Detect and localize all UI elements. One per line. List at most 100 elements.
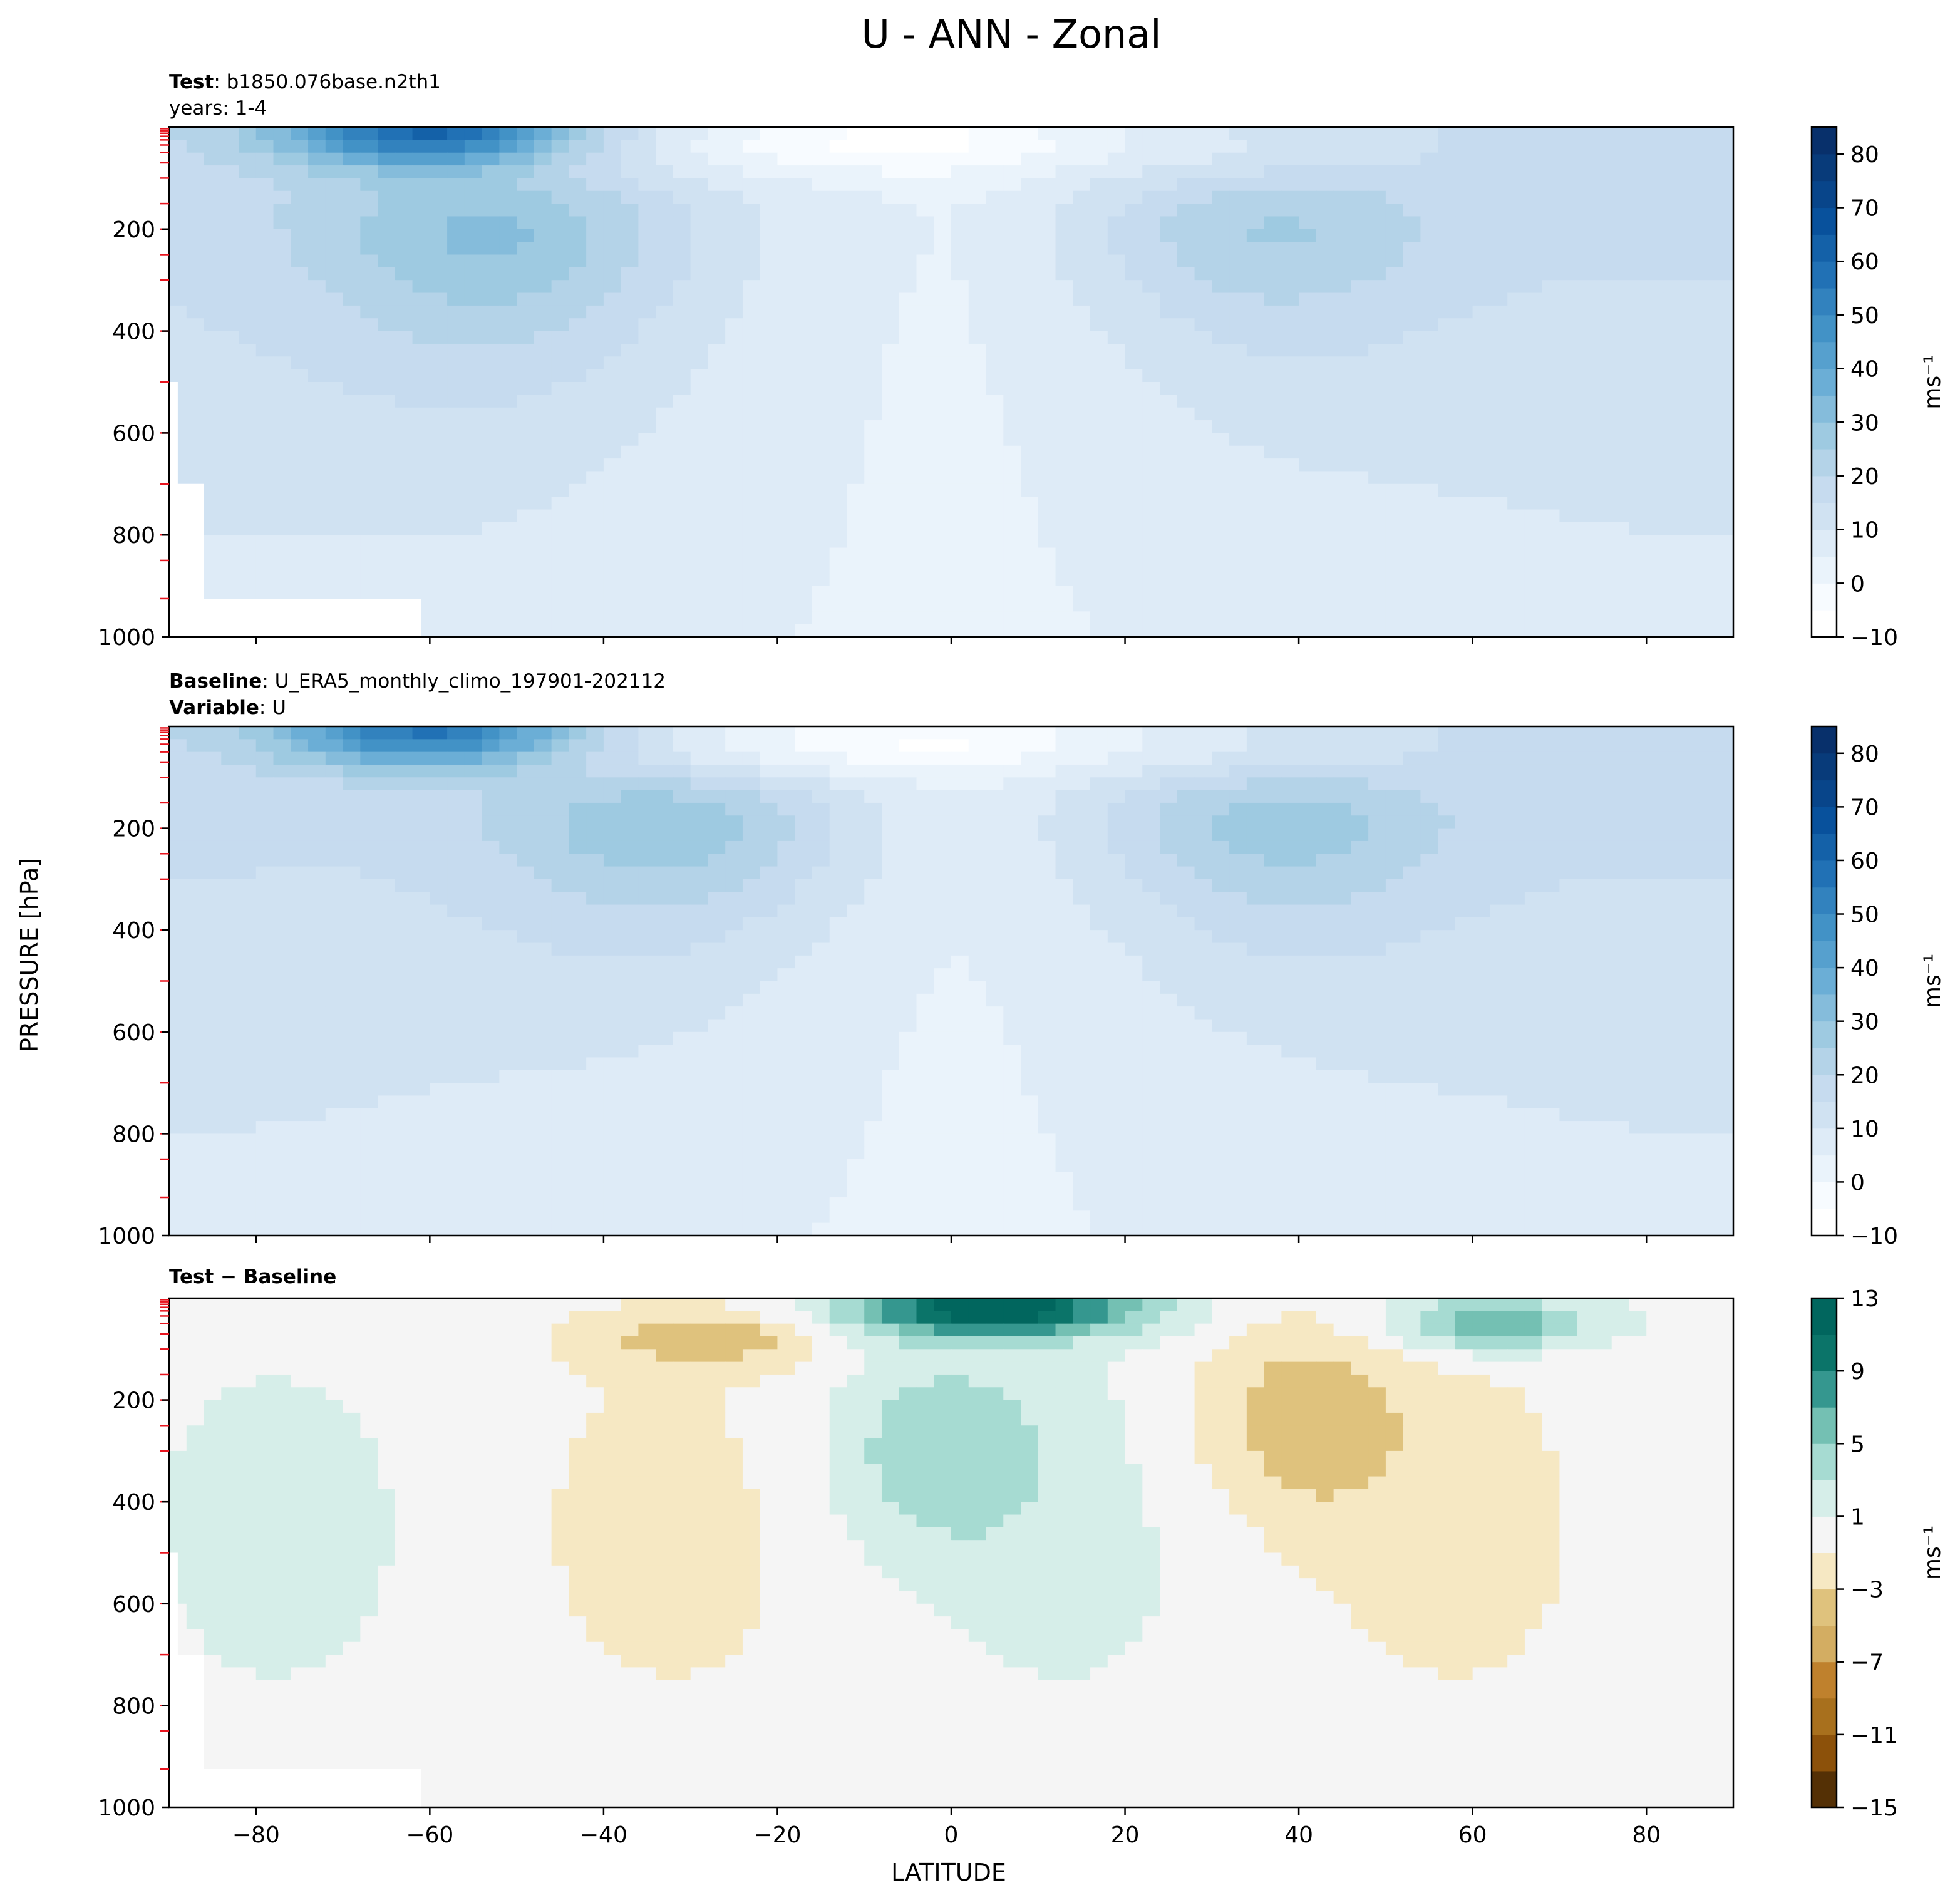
field-cell <box>499 395 517 408</box>
field-cell <box>1160 229 1178 242</box>
field-cell <box>204 382 222 395</box>
colorbar-tick-label: 20 <box>1850 464 1879 490</box>
field-cell <box>221 204 239 217</box>
field-cell <box>239 318 257 332</box>
field-cell <box>742 127 761 140</box>
field-cell <box>221 764 239 778</box>
field-cell <box>1524 497 1543 510</box>
field-cell <box>899 420 917 433</box>
field-cell <box>412 190 430 204</box>
field-cell <box>656 127 674 140</box>
field-cell <box>499 331 517 344</box>
field-cell <box>221 879 239 892</box>
field-cell <box>534 445 552 459</box>
field-cell <box>482 892 500 906</box>
field-cell <box>760 356 778 370</box>
field-cell <box>742 854 761 867</box>
field-cell <box>760 420 778 433</box>
field-cell <box>777 904 795 918</box>
field-cell <box>638 509 656 523</box>
field-cell <box>1577 815 1595 829</box>
field-cell <box>1212 879 1230 892</box>
field-cell <box>951 420 969 433</box>
field-cell <box>1594 216 1612 230</box>
field-cell <box>968 854 987 867</box>
field-cell <box>1472 229 1491 242</box>
field-cell <box>1681 445 1700 459</box>
field-cell <box>1716 483 1734 497</box>
field-cell <box>1577 751 1595 765</box>
field-cell <box>273 828 291 842</box>
field-cell <box>1107 216 1126 230</box>
field-cell <box>1351 560 1369 574</box>
field-cell <box>1646 471 1664 485</box>
field-cell <box>1663 407 1682 421</box>
field-cell <box>1646 445 1664 459</box>
field-cell <box>360 331 378 344</box>
field-cell <box>1212 343 1230 357</box>
field-cell <box>221 560 239 574</box>
field-cell <box>1559 407 1577 421</box>
field-cell <box>1125 127 1143 140</box>
field-cell <box>1264 726 1282 740</box>
field-cell <box>777 598 795 612</box>
field-cell <box>1299 560 1317 574</box>
field-cell <box>1438 509 1456 523</box>
field-cell <box>1107 471 1126 485</box>
field-cell <box>1577 535 1595 549</box>
field-cell <box>534 433 552 447</box>
field-cell <box>1160 892 1178 906</box>
field-cell <box>464 190 483 204</box>
field-cell <box>517 305 535 319</box>
field-cell <box>1472 254 1491 268</box>
field-cell <box>1073 547 1091 561</box>
field-cell <box>204 483 222 497</box>
field-cell <box>1472 535 1491 549</box>
field-cell <box>1559 305 1577 319</box>
field-cell <box>239 190 257 204</box>
field-cell <box>360 267 378 281</box>
field-cell <box>447 280 465 294</box>
field-cell <box>1542 866 1560 880</box>
field-cell <box>1368 267 1386 281</box>
field-cell <box>1021 573 1039 587</box>
field-cell <box>1194 560 1212 574</box>
field-cell <box>656 522 674 535</box>
field-cell <box>569 535 587 549</box>
field-cell <box>1264 343 1282 357</box>
field-cell <box>412 305 430 319</box>
field-cell <box>1698 611 1716 625</box>
field-cell <box>1299 611 1317 625</box>
field-cell <box>725 254 743 268</box>
field-cell <box>1090 483 1108 497</box>
field-cell <box>499 866 517 880</box>
field-cell <box>777 178 795 192</box>
field-cell <box>1403 407 1421 421</box>
field-cell <box>916 828 934 842</box>
field-cell <box>1368 547 1386 561</box>
field-cell <box>795 535 813 549</box>
field-cell <box>239 739 257 753</box>
field-cell <box>221 854 239 867</box>
field-cell <box>1212 178 1230 192</box>
field-cell <box>517 802 535 816</box>
field-cell <box>638 152 656 166</box>
field-cell <box>412 471 430 485</box>
field-cell <box>603 331 622 344</box>
field-cell <box>1698 726 1716 740</box>
field-cell <box>1455 190 1473 204</box>
field-cell <box>1472 242 1491 256</box>
field-cell <box>1351 815 1369 829</box>
field-cell <box>1055 866 1073 880</box>
field-cell <box>621 611 639 625</box>
field-cell <box>1264 879 1282 892</box>
field-cell <box>1490 280 1508 294</box>
field-cell <box>360 318 378 332</box>
field-cell <box>308 292 326 306</box>
field-cell <box>1333 318 1351 332</box>
field-cell <box>430 802 448 816</box>
field-cell <box>1333 726 1351 740</box>
field-cell <box>291 854 309 867</box>
field-cell <box>1472 382 1491 395</box>
field-cell <box>343 190 361 204</box>
